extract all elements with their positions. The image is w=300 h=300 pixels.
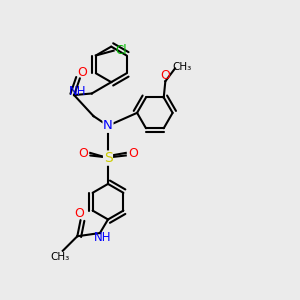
Text: NH: NH [68,85,86,98]
Text: O: O [74,207,84,220]
Text: O: O [78,147,88,161]
Text: CH₃: CH₃ [50,252,69,262]
Text: S: S [103,151,112,165]
Text: O: O [128,147,138,161]
Text: Cl: Cl [115,44,127,57]
Text: N: N [103,119,113,132]
Text: CH₃: CH₃ [172,62,192,72]
Text: O: O [77,66,87,79]
Text: O: O [161,69,171,82]
Text: NH: NH [94,231,111,244]
